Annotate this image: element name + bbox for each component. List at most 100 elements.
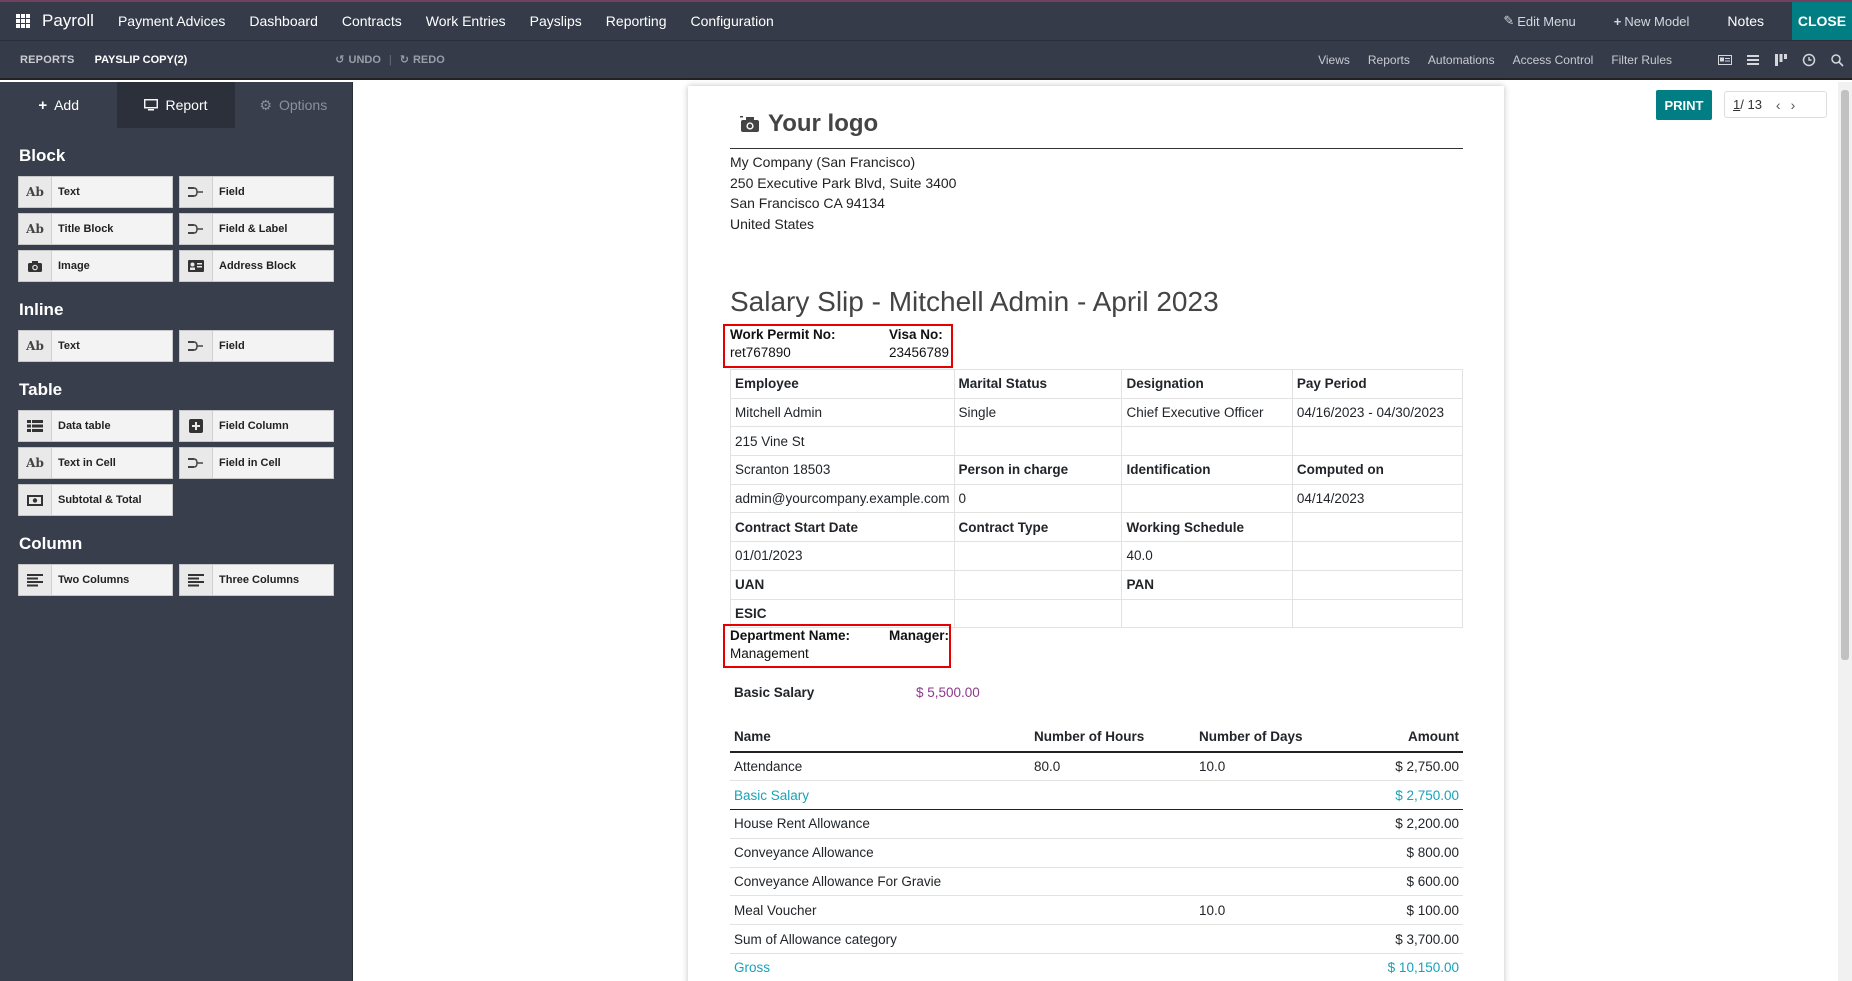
toolbar-access-control[interactable]: Access Control (1512, 52, 1594, 67)
apps-menu-icon[interactable] (16, 14, 30, 28)
info-cell[interactable] (953, 541, 1123, 571)
col-hours-header[interactable]: Number of Hours (1030, 722, 1195, 753)
info-cell[interactable] (1121, 598, 1293, 629)
line-amount[interactable]: $ 2,200.00 (1345, 809, 1463, 839)
info-cell[interactable]: 0 (953, 483, 1123, 514)
info-cell[interactable] (1291, 598, 1464, 629)
line-days[interactable]: 10.0 (1195, 895, 1345, 926)
info-cell[interactable]: Chief Executive Officer (1121, 397, 1293, 428)
component-inline-field[interactable]: Field (179, 330, 334, 362)
component-three-columns[interactable]: Three Columns (179, 564, 334, 596)
line-days[interactable] (1195, 838, 1345, 868)
notes-link[interactable]: Notes (1727, 13, 1764, 29)
menu-work-entries[interactable]: Work Entries (425, 13, 506, 29)
line-hours[interactable] (1030, 924, 1195, 955)
line-amount[interactable]: $ 100.00 (1345, 895, 1463, 926)
info-cell[interactable]: Employee (730, 369, 955, 399)
info-cell[interactable]: 215 Vine St (730, 426, 955, 457)
component-inline-text[interactable]: Ab Text (18, 330, 173, 362)
info-cell[interactable]: Computed on (1291, 455, 1464, 485)
component-text-in-cell[interactable]: Ab Text in Cell (18, 447, 173, 479)
info-cell[interactable] (1291, 569, 1464, 600)
search-icon[interactable] (1830, 53, 1844, 67)
line-days[interactable]: 10.0 (1195, 752, 1345, 782)
info-cell[interactable]: PAN (1121, 569, 1293, 600)
toolbar-filter-rules[interactable]: Filter Rules (1611, 52, 1672, 67)
info-cell[interactable]: Mitchell Admin (730, 397, 955, 428)
basic-salary-value[interactable]: $ 5,500.00 (916, 685, 980, 700)
info-cell[interactable] (953, 569, 1123, 600)
menu-reporting[interactable]: Reporting (605, 13, 667, 29)
line-name[interactable]: Conveyance Allowance For Gravie (730, 867, 1030, 897)
menu-payslips[interactable]: Payslips (529, 13, 582, 29)
company-address[interactable]: My Company (San Francisco) 250 Executive… (730, 152, 956, 234)
info-cell[interactable]: 01/01/2023 (730, 541, 955, 571)
toolbar-reports[interactable]: Reports (1367, 52, 1410, 67)
close-button[interactable]: CLOSE (1792, 2, 1852, 40)
list-icon[interactable] (1746, 53, 1760, 67)
kanban-icon[interactable] (1774, 53, 1788, 67)
col-amount-header[interactable]: Amount (1345, 722, 1463, 753)
canvas-scrollbar-thumb[interactable] (1841, 90, 1849, 660)
menu-dashboard[interactable]: Dashboard (249, 13, 318, 29)
line-name[interactable]: Meal Voucher (730, 895, 1030, 926)
info-cell[interactable] (953, 426, 1123, 457)
line-amount[interactable]: $ 2,750.00 (1345, 780, 1463, 811)
component-title-block[interactable]: Ab Title Block (18, 213, 173, 245)
line-name[interactable]: Attendance (730, 752, 1030, 782)
menu-contracts[interactable]: Contracts (341, 13, 402, 29)
redo-button[interactable]: ↻ REDO (400, 53, 445, 67)
info-cell[interactable]: Designation (1121, 369, 1293, 399)
menu-payment-advices[interactable]: Payment Advices (117, 13, 226, 29)
chevron-left-icon[interactable]: ‹ (1775, 96, 1781, 113)
component-field-column[interactable]: Field Column (179, 410, 334, 442)
work-permit-label[interactable]: Work Permit No: (730, 327, 836, 342)
line-name[interactable]: Basic Salary (730, 780, 1030, 811)
info-cell[interactable]: Identification (1121, 455, 1293, 485)
department-value[interactable]: Management (730, 646, 809, 661)
info-cell[interactable] (1121, 426, 1293, 457)
undo-button[interactable]: ↺ UNDO (335, 53, 381, 67)
print-button[interactable]: PRINT (1656, 90, 1712, 120)
info-cell[interactable]: Scranton 18503 (730, 455, 955, 485)
manager-label[interactable]: Manager: (889, 628, 950, 643)
edit-menu-link[interactable]: ✎ Edit Menu (1503, 13, 1575, 29)
component-image[interactable]: Image (18, 250, 173, 282)
breadcrumb-reports[interactable]: REPORTS (20, 53, 75, 66)
pager-current[interactable]: 1 (1733, 97, 1741, 112)
app-brand[interactable]: Payroll (42, 11, 94, 30)
info-cell[interactable] (1291, 426, 1464, 457)
info-cell[interactable]: 04/16/2023 - 04/30/2023 (1291, 397, 1464, 428)
info-cell[interactable]: admin@yourcompany.example.com (730, 483, 955, 514)
component-address-block[interactable]: Address Block (179, 250, 334, 282)
tab-report[interactable]: Report (117, 82, 235, 128)
line-hours[interactable] (1030, 867, 1195, 897)
component-text-block[interactable]: Ab Text (18, 176, 173, 208)
line-hours[interactable] (1030, 953, 1195, 981)
line-name[interactable]: Sum of Allowance category (730, 924, 1030, 955)
col-days-header[interactable]: Number of Days (1195, 722, 1345, 753)
info-cell[interactable]: 04/14/2023 (1291, 483, 1464, 514)
info-cell[interactable]: Working Schedule (1121, 512, 1293, 543)
line-name[interactable]: House Rent Allowance (730, 809, 1030, 839)
info-cell[interactable]: Person in charge (953, 455, 1123, 485)
menu-configuration[interactable]: Configuration (690, 13, 774, 29)
line-amount[interactable]: $ 800.00 (1345, 838, 1463, 868)
info-cell[interactable]: ESIC (730, 598, 955, 629)
line-amount[interactable]: $ 600.00 (1345, 867, 1463, 897)
info-cell[interactable]: Marital Status (953, 369, 1123, 399)
info-cell[interactable]: UAN (730, 569, 955, 600)
component-field-block[interactable]: Field (179, 176, 334, 208)
address-card-icon[interactable] (1718, 53, 1732, 67)
tab-add[interactable]: + Add (0, 82, 118, 128)
basic-salary-label[interactable]: Basic Salary (734, 685, 815, 700)
line-hours[interactable] (1030, 780, 1195, 811)
component-field-label[interactable]: Field & Label (179, 213, 334, 245)
line-hours[interactable] (1030, 838, 1195, 868)
line-days[interactable] (1195, 867, 1345, 897)
line-amount[interactable]: $ 10,150.00 (1345, 953, 1463, 981)
toolbar-automations[interactable]: Automations (1427, 52, 1495, 67)
info-cell[interactable] (1291, 541, 1464, 571)
clock-icon[interactable] (1802, 53, 1816, 67)
component-field-in-cell[interactable]: Field in Cell (179, 447, 334, 479)
